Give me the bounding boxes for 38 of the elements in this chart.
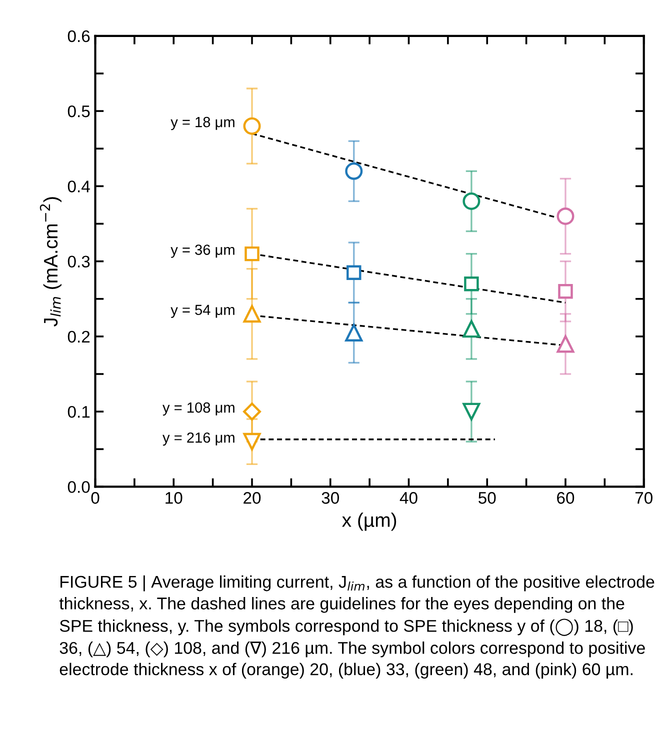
x-tick-label: 20 <box>244 492 261 504</box>
x-tick-label: 10 <box>166 492 182 504</box>
series-label: y = 108 μm <box>162 402 234 416</box>
point <box>243 432 261 450</box>
x-tick-label: 30 <box>322 492 339 504</box>
series-label: y = 216 μm <box>162 432 234 446</box>
x-tick-label: 70 <box>635 492 652 504</box>
y-tick-label: 0.6 <box>68 30 90 42</box>
x-tick-label: 60 <box>557 492 574 504</box>
point <box>462 192 480 210</box>
point <box>345 162 363 180</box>
point <box>345 324 363 342</box>
point <box>556 207 574 225</box>
point <box>558 284 573 299</box>
point <box>243 402 261 421</box>
point <box>346 265 362 280</box>
x-axis-title: x (µm) <box>342 512 396 531</box>
y-tick-label: 0.0 <box>68 481 90 493</box>
y-tick-label: 0.4 <box>68 180 90 192</box>
series-label: y = 54 μm <box>170 304 234 318</box>
point <box>462 320 480 338</box>
series-label: y = 18 μm <box>170 116 234 130</box>
y-tick-label: 0.2 <box>68 330 90 343</box>
x-tick-label: 0 <box>91 492 100 504</box>
x-tick-label: 50 <box>478 492 496 504</box>
x-tick-label: 40 <box>400 492 418 504</box>
point <box>243 305 261 323</box>
point <box>244 246 260 262</box>
point <box>243 117 261 135</box>
series-label: y = 36 μm <box>170 244 234 258</box>
y-tick-label: 0.5 <box>68 105 90 118</box>
point <box>464 276 479 292</box>
y-axis-title: J$_{lim}$ (mA.cm$^{−2}$) <box>40 197 62 327</box>
point <box>462 402 480 420</box>
y-tick-label: 0.1 <box>68 406 90 418</box>
point <box>556 335 574 353</box>
caption: FIGURE 5 | Average limiting current, J$_{lim}$, as a function of the positive electrode thickness, x. The dashed lines are guidelines for the eyes depending on the SPE thickness, y. The symbols correspond to SPE thickness y of (◯) 18, (□) 36, (△) 54, (◇) 108, and (∇) 216 µm. The symbol colors correspond to positive electrode thickness x of (orange) 20, (blue) 33, (green) 48, and (pink) 60 µm. <box>59 575 654 679</box>
y-tick-label: 0.3 <box>68 256 90 268</box>
